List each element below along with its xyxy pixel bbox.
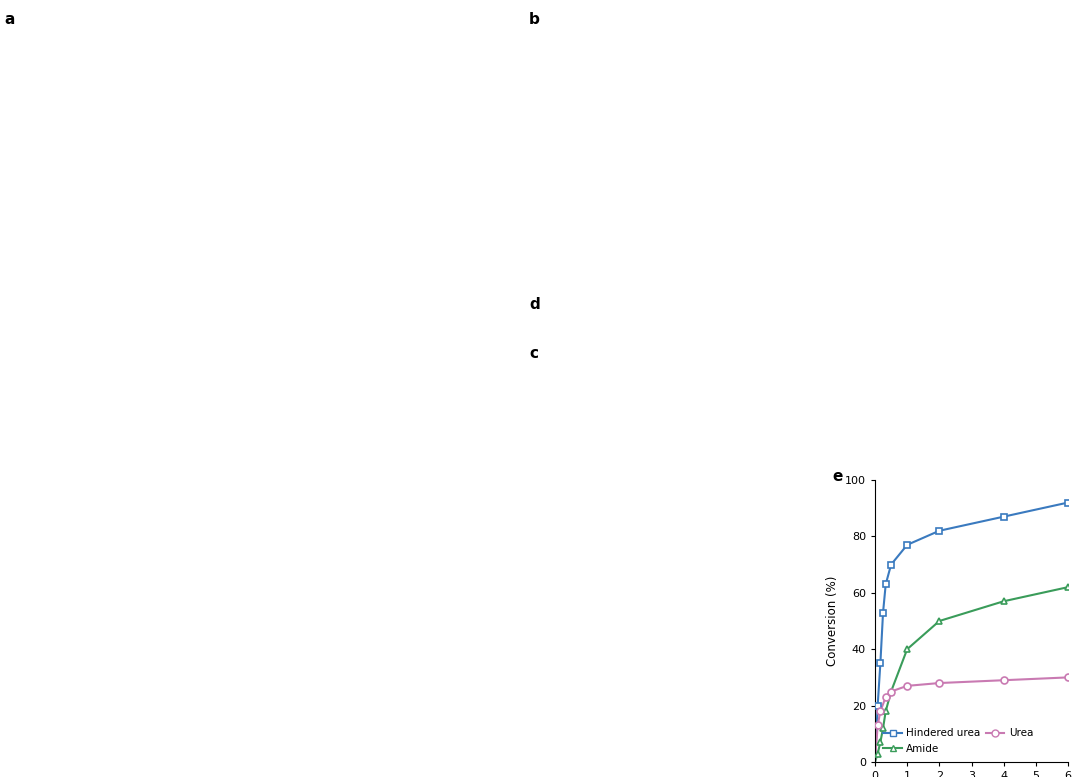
Y-axis label: Conversion (%): Conversion (%) (826, 576, 839, 666)
Text: a: a (4, 12, 15, 26)
Text: b: b (529, 12, 540, 26)
Legend: Hindered urea, Amide, Urea: Hindered urea, Amide, Urea (880, 726, 1036, 757)
Text: c: c (529, 346, 538, 361)
Text: d: d (529, 297, 540, 312)
Text: e: e (833, 469, 842, 484)
